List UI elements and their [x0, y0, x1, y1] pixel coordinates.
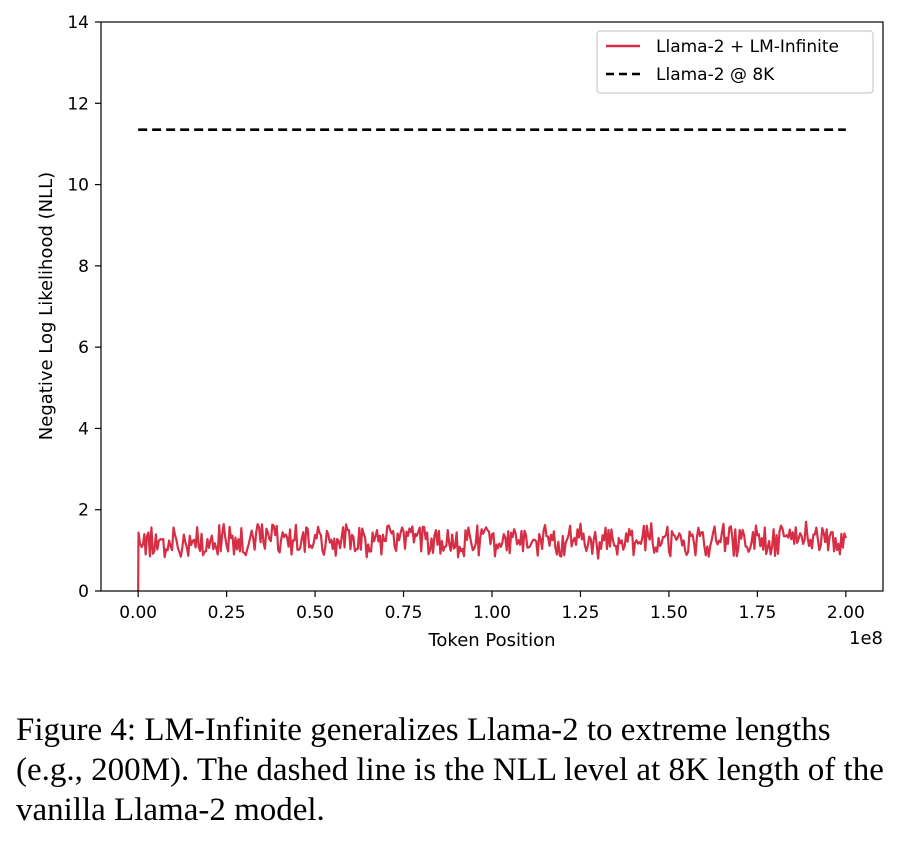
x-tick-label: 2.00: [827, 603, 865, 623]
x-tick-label: 0.25: [208, 603, 246, 623]
series-lm-infinite-line: [137, 520, 847, 592]
x-axis: 0.00 0.25 0.50 0.75 1.00 1.25 1.50 1.75 2.00: [119, 591, 865, 623]
x-tick-label: 1.75: [738, 603, 776, 623]
legend-label-lm-infinite: Llama-2 + LM-Infinite: [656, 37, 839, 57]
y-tick-label: 0: [78, 582, 89, 602]
nll-chart: 0.00 0.25 0.50 0.75 1.00 1.25 1.50 1.75 2.00 0 2 4…: [36, 13, 884, 651]
x-tick-label: 1.25: [562, 603, 600, 623]
y-tick-label: 6: [78, 338, 89, 358]
x-tick-label: 1.00: [473, 603, 511, 623]
legend-box: [596, 30, 874, 94]
y-tick-label: 4: [78, 419, 89, 439]
x-tick-label: 0.75: [385, 603, 423, 623]
series-layer: [137, 128, 847, 592]
x-tick-label: 1.50: [650, 603, 688, 623]
y-axis-label: Negative Log Likelihood (NLL): [36, 172, 57, 440]
figure-caption: Figure 4: LM-Infinite generalizes Llama-…: [16, 712, 884, 828]
y-axis: 0 2 4 6 8 10 12 14: [67, 13, 101, 602]
x-axis-label: Token Position: [427, 630, 555, 651]
y-tick-label: 10: [67, 176, 89, 196]
plot-area: [101, 22, 883, 591]
y-tick-label: 12: [67, 94, 89, 114]
x-tick-label: 0.50: [296, 603, 334, 623]
y-tick-label: 8: [78, 257, 89, 277]
x-tick-label: 0.00: [119, 603, 157, 623]
legend: Llama-2 + LM-Infinite Llama-2 @ 8K: [596, 30, 874, 94]
y-tick-label: 2: [78, 501, 89, 521]
y-tick-label: 14: [67, 13, 89, 33]
x-offset-label: 1e8: [849, 628, 883, 649]
legend-label-8k: Llama-2 @ 8K: [656, 65, 775, 85]
